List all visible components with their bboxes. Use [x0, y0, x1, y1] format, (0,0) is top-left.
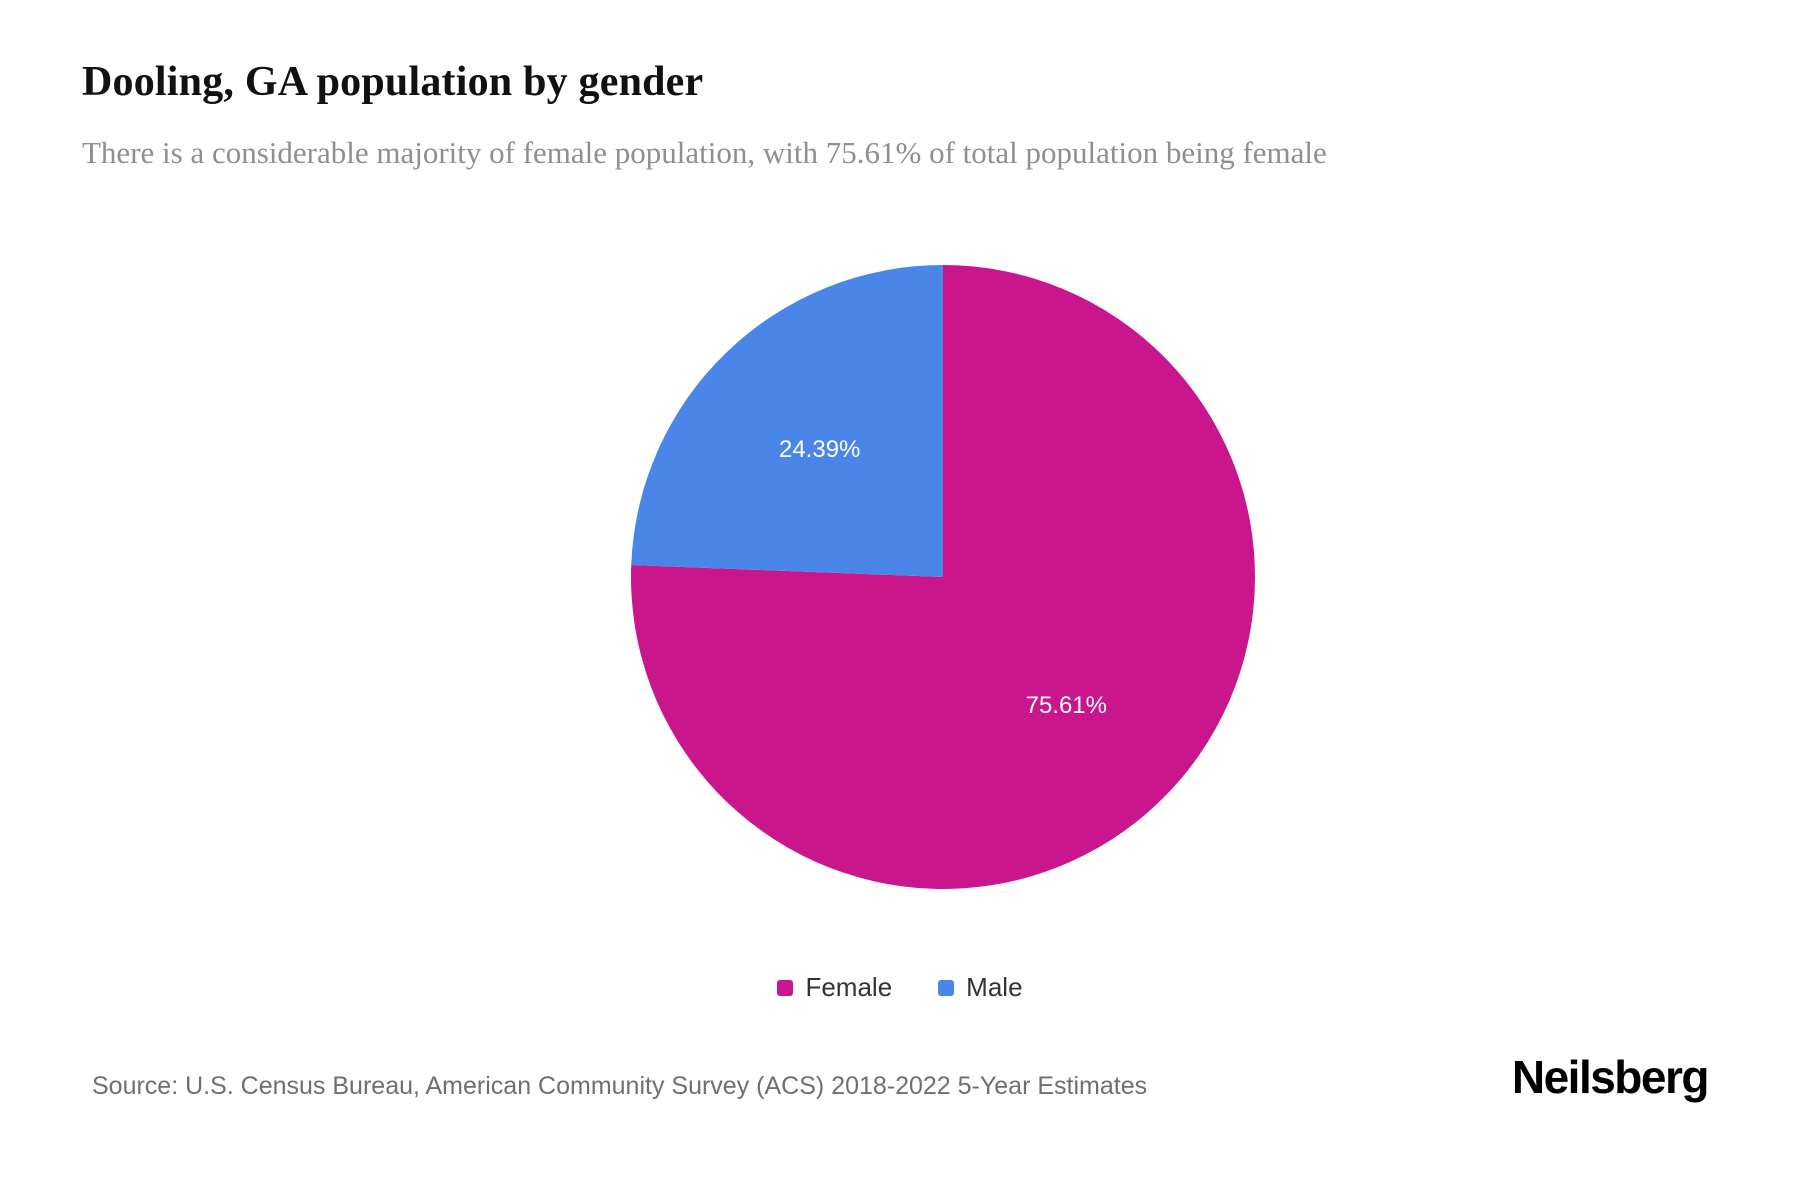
- legend-label-male: Male: [966, 972, 1023, 1002]
- legend-item-female[interactable]: Female: [777, 972, 892, 1003]
- chart-title: Dooling, GA population by gender: [82, 59, 704, 105]
- pie-slice-female[interactable]: [631, 265, 1256, 889]
- chart-subtitle: There is a considerable majority of fema…: [82, 135, 1327, 170]
- source-attribution: Source: U.S. Census Bureau, American Com…: [92, 1072, 1148, 1100]
- pie-slice-male[interactable]: [631, 265, 943, 577]
- legend-swatch-male: [938, 979, 955, 996]
- pie-chart: 75.61% 24.39%: [631, 265, 1256, 889]
- legend: Female Male: [0, 972, 1800, 1003]
- neilsberg-logo: Neilsberg: [1511, 1051, 1710, 1103]
- pie-slice-label-male: 24.39%: [779, 436, 860, 463]
- legend-label-female: Female: [805, 972, 893, 1002]
- legend-swatch-female: [777, 979, 794, 996]
- pie-slice-label-female: 75.61%: [1026, 692, 1107, 719]
- legend-item-male[interactable]: Male: [938, 972, 1023, 1003]
